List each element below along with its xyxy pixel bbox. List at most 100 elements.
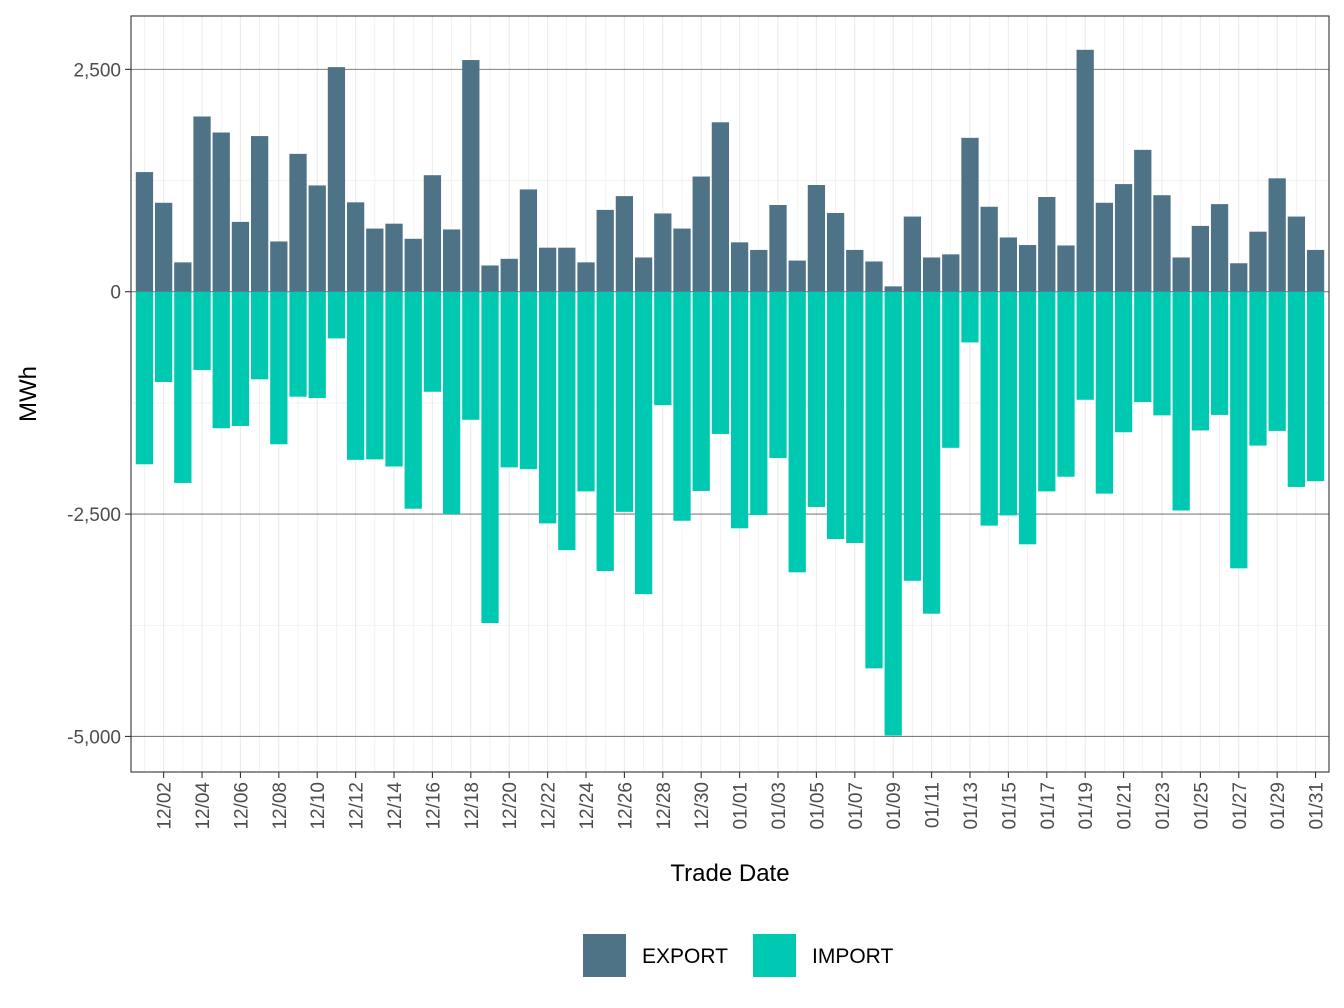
export-bar [769,205,787,292]
import-bar [1018,291,1037,545]
bars [135,49,1325,736]
x-tick-label: 01/25 [1191,782,1212,830]
import-bar [596,291,614,571]
import-bar [250,291,269,380]
export-bar [385,223,403,292]
export-bar [750,249,768,292]
x-tick-label: 12/10 [308,782,329,830]
import-bar [270,291,288,445]
export-bar [366,228,384,292]
import-bar [1172,291,1190,511]
export-bar [1076,49,1094,292]
import-bar [1095,291,1114,494]
export-bar [942,254,960,292]
import-bar [231,291,250,427]
export-bar [1249,231,1267,292]
export-bar [1210,204,1229,292]
import-bar [1191,291,1210,431]
export-bar [1018,245,1037,292]
x-tick-label: 12/30 [692,782,713,830]
import-bar [711,291,730,435]
export-bar [1230,263,1248,292]
import-bar [366,291,384,460]
import-bar [980,291,998,526]
import-bar [538,291,557,524]
import-bar [730,291,749,529]
export-bar [1057,245,1075,292]
import-bar [654,291,672,406]
legend-key-import [753,934,796,977]
import-bar [1268,291,1286,431]
export-bar [481,265,499,292]
import-bar [1076,291,1094,400]
x-tick-label: 12/28 [654,782,675,830]
import-bar [692,291,710,491]
export-bar [174,262,192,292]
y-axis: 2,500 0 -2,500 -5,000 [67,60,131,748]
import-bar [404,291,422,509]
x-tick-label: 01/01 [731,782,752,830]
export-bar [1191,225,1210,292]
import-bar [154,291,173,382]
export-bar [231,221,250,292]
export-bar [1306,249,1325,292]
import-bar [519,291,538,470]
export-bar [327,67,346,292]
import-bar [1134,291,1152,403]
export-bar [654,213,672,292]
import-bar [865,291,883,669]
export-bar [270,241,288,292]
export-bar [500,258,518,292]
x-tick-label: 01/05 [807,782,828,830]
export-bar [922,257,941,292]
x-tick-label: 01/23 [1153,782,1174,830]
export-bar [558,247,576,292]
import-bar [346,291,365,460]
export-bar [1268,178,1286,292]
export-bar [884,286,902,292]
export-bar [1153,195,1171,292]
import-bar [884,291,902,736]
export-bar [615,196,634,292]
x-tick-label: 12/04 [193,782,214,830]
import-bar [1287,291,1306,487]
x-tick-label: 12/02 [155,782,176,830]
x-tick-label: 01/15 [999,782,1020,830]
import-bar [1306,291,1325,482]
legend-label-import: IMPORT [812,945,893,968]
export-bar [462,60,480,292]
import-bar [327,291,346,339]
import-bar [826,291,845,539]
export-bar [1038,196,1056,292]
export-bar [212,132,230,292]
export-bar [826,213,845,292]
export-bar [442,229,461,292]
x-tick-label: 12/16 [423,782,444,830]
export-bar [865,261,883,292]
x-tick-label: 12/20 [500,782,521,830]
y-axis-title: MWh [15,366,42,422]
export-bar [193,116,211,292]
x-tick-label: 01/29 [1268,782,1289,830]
x-tick-label: 01/17 [1038,782,1059,830]
export-bar [596,209,614,292]
import-bar [769,291,787,459]
import-bar [846,291,864,543]
export-bar [1287,216,1306,292]
export-bar [1114,184,1133,292]
y-tick-label: -5,000 [67,727,121,748]
export-bar [711,122,730,292]
import-bar [1210,291,1229,415]
x-axis: 12/02 12/04 12/06 12/08 12/10 12/12 12/14 12/16… [155,772,1328,830]
export-bar [788,260,806,292]
export-bar [846,249,864,292]
x-tick-label: 01/27 [1230,782,1251,830]
x-tick-label: 12/24 [577,782,598,830]
y-tick-label: -2,500 [67,505,121,526]
import-bar [423,291,442,392]
import-bar [788,291,806,573]
export-bar [807,184,826,292]
x-tick-label: 12/06 [231,782,252,830]
legend-key-export [583,934,626,977]
import-bar [903,291,922,581]
